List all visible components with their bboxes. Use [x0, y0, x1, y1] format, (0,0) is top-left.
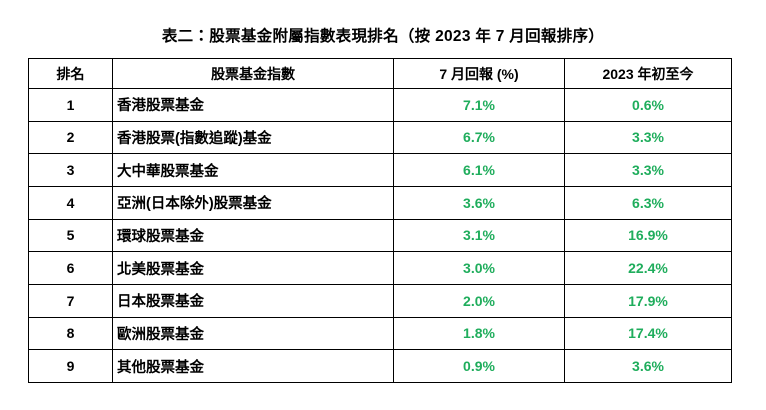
ytd-return-cell: 17.4% — [564, 316, 732, 351]
ytd-return-cell: 0.6% — [564, 88, 732, 122]
july-return-cell: 6.1% — [393, 153, 565, 187]
ytd-return-cell: 6.3% — [564, 185, 732, 220]
july-return-cell: 3.0% — [393, 251, 565, 285]
ytd-return-cell: 16.9% — [564, 218, 732, 253]
rank-cell: 6 — [28, 251, 113, 285]
rank-cell: 4 — [28, 185, 113, 220]
rank-cell: 7 — [28, 283, 113, 318]
rank-cell: 1 — [28, 88, 113, 122]
july-return-cell: 7.1% — [393, 88, 565, 122]
fund-name-cell: 香港股票(指數追蹤)基金 — [112, 120, 394, 155]
fund-name-cell: 環球股票基金 — [112, 218, 394, 253]
header-july-return: 7 月回報 (%) — [393, 58, 565, 89]
table-row: 9 其他股票基金 0.9% 3.6% — [28, 349, 732, 383]
fund-name-cell: 日本股票基金 — [112, 283, 394, 318]
rank-cell: 9 — [28, 349, 113, 383]
header-fund-index: 股票基金指數 — [112, 58, 394, 89]
ytd-return-cell: 3.3% — [564, 120, 732, 155]
july-return-cell: 1.8% — [393, 316, 565, 351]
table-title: 表二：股票基金附屬指數表現排名（按 2023 年 7 月回報排序） — [161, 28, 605, 45]
table-row: 7 日本股票基金 2.0% 17.9% — [28, 283, 732, 318]
july-return-cell: 3.1% — [393, 218, 565, 253]
table-row: 3 大中華股票基金 6.1% 3.3% — [28, 153, 732, 187]
table-row: 8 歐洲股票基金 1.8% 17.4% — [28, 316, 732, 351]
rank-cell: 2 — [28, 120, 113, 155]
header-rank: 排名 — [28, 58, 113, 89]
july-return-cell: 0.9% — [393, 349, 565, 383]
fund-name-cell: 香港股票基金 — [112, 88, 394, 122]
july-return-cell: 3.6% — [393, 185, 565, 220]
header-ytd-return: 2023 年初至今 — [564, 58, 732, 89]
rank-cell: 8 — [28, 316, 113, 351]
table-row: 4 亞洲(日本除外)股票基金 3.6% 6.3% — [28, 185, 732, 220]
rank-cell: 5 — [28, 218, 113, 253]
ytd-return-cell: 22.4% — [564, 251, 732, 285]
table-row: 6 北美股票基金 3.0% 22.4% — [28, 251, 732, 285]
header-row: 排名 股票基金指數 7 月回報 (%) 2023 年初至今 — [28, 58, 732, 89]
fund-name-cell: 其他股票基金 — [112, 349, 394, 383]
july-return-cell: 2.0% — [393, 283, 565, 318]
july-return-cell: 6.7% — [393, 120, 565, 155]
fund-name-cell: 北美股票基金 — [112, 251, 394, 285]
ytd-return-cell: 3.6% — [564, 349, 732, 383]
ytd-return-cell: 17.9% — [564, 283, 732, 318]
ytd-return-cell: 3.3% — [564, 153, 732, 187]
table-row: 5 環球股票基金 3.1% 16.9% — [28, 218, 732, 253]
fund-performance-table: 排名 股票基金指數 7 月回報 (%) 2023 年初至今 1 香港股票基金 7… — [28, 58, 732, 383]
rank-cell: 3 — [28, 153, 113, 187]
fund-name-cell: 大中華股票基金 — [112, 153, 394, 187]
fund-name-cell: 亞洲(日本除外)股票基金 — [112, 185, 394, 220]
table-row: 1 香港股票基金 7.1% 0.6% — [28, 88, 732, 122]
table-row: 2 香港股票(指數追蹤)基金 6.7% 3.3% — [28, 120, 732, 155]
fund-name-cell: 歐洲股票基金 — [112, 316, 394, 351]
